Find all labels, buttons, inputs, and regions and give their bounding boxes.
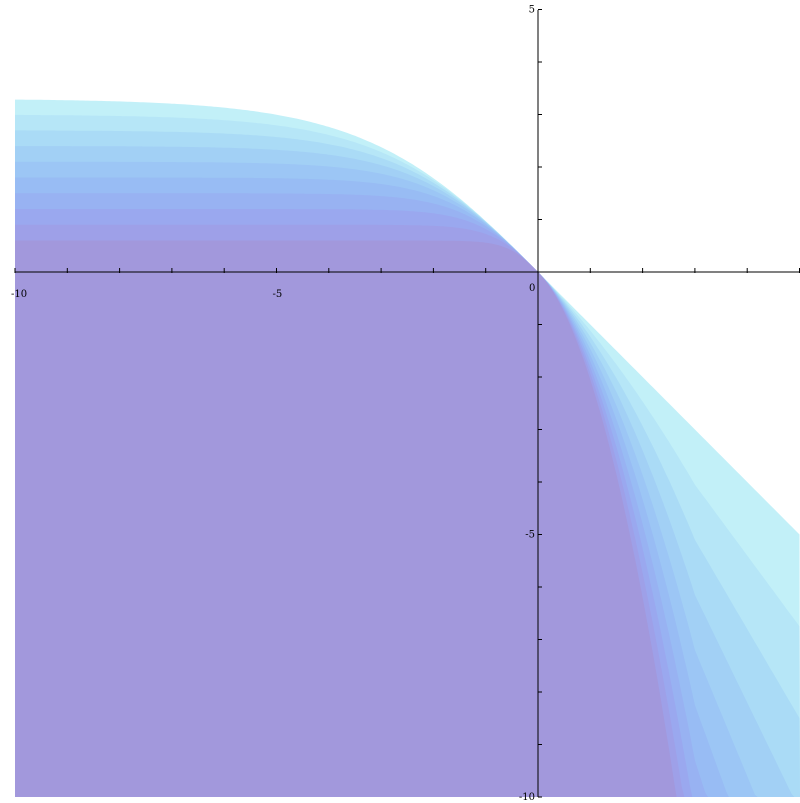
x-tick-label: -5	[273, 289, 283, 300]
tick-labels: -10 -5 0 5 -5 -10	[11, 5, 535, 803]
x-tick-label: 0	[529, 283, 535, 294]
region-layer-10	[15, 240, 800, 797]
y-ticks	[538, 9, 542, 798]
region-layers	[15, 99, 800, 798]
y-tick-label: -10	[519, 792, 535, 803]
x-tick-label: -10	[11, 289, 27, 300]
y-tick-label: -5	[525, 530, 535, 541]
axes	[14, 9, 800, 798]
y-tick-label: 5	[529, 5, 535, 16]
